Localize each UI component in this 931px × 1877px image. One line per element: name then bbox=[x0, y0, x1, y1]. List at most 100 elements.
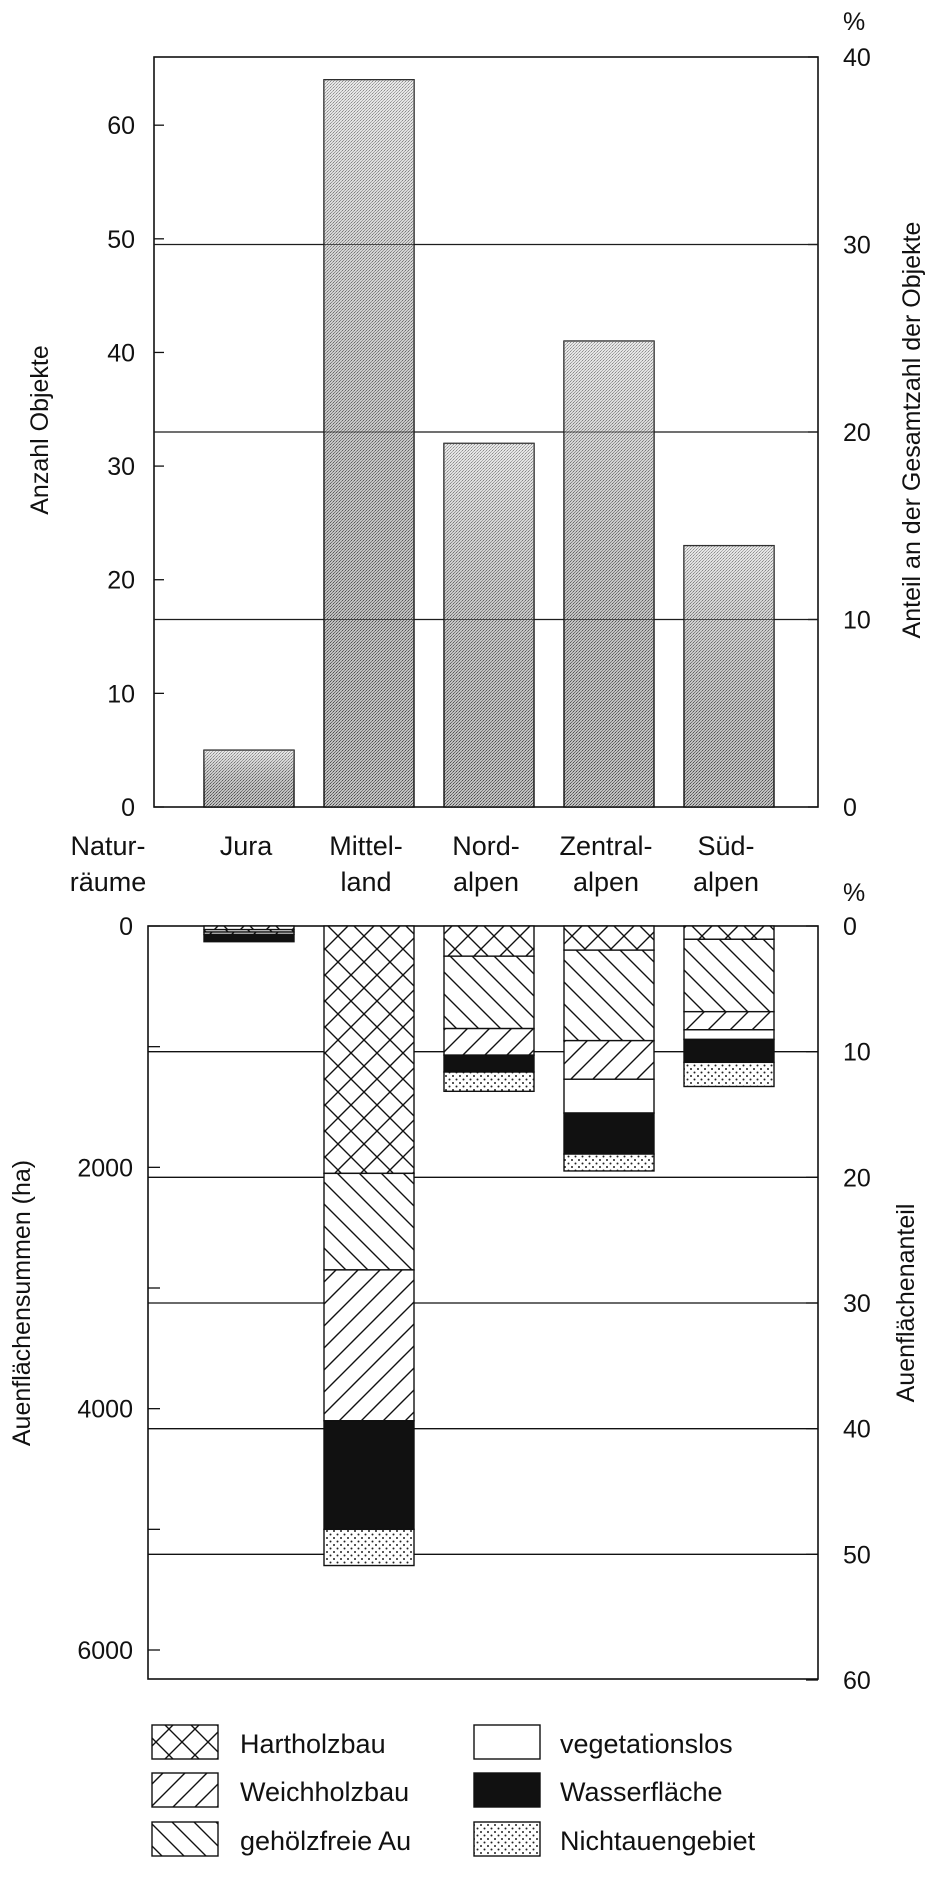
area-segment-black bbox=[323, 1420, 415, 1531]
legend-label: Hartholzbau bbox=[240, 1729, 386, 1759]
area-chart-left-tick-label: 0 bbox=[119, 913, 133, 941]
area-segment-black bbox=[563, 1112, 655, 1155]
legend-swatch-white bbox=[473, 1724, 541, 1760]
legend-label: gehölzfreie Au bbox=[240, 1826, 411, 1856]
area-chart-right-unit: % bbox=[843, 879, 865, 907]
count-chart-left-ticks: 0 10 20 30 40 50 60 bbox=[107, 112, 164, 822]
count-bar-shade bbox=[324, 79, 414, 807]
legend-item: vegetationslos bbox=[473, 1724, 733, 1760]
area-segment-dots bbox=[323, 1528, 415, 1567]
area-segment-slash bbox=[443, 1027, 535, 1056]
count-bar-4 bbox=[683, 544, 775, 808]
legend-swatch-slash bbox=[151, 1772, 219, 1808]
count-bar-0 bbox=[203, 749, 295, 808]
area-stack-4 bbox=[683, 925, 775, 1088]
legend-label: Wasserfläche bbox=[560, 1777, 723, 1807]
area-chart-right-y-label: Auenflächenanteil bbox=[892, 1204, 920, 1403]
count-chart-left-tick-label: 30 bbox=[107, 453, 135, 481]
area-stack-0 bbox=[203, 925, 295, 943]
area-segment-black bbox=[443, 1054, 535, 1073]
legend-item: gehölzfreie Au bbox=[151, 1821, 411, 1857]
area-stack-2 bbox=[443, 925, 535, 1093]
count-chart-right-tick-label: 10 bbox=[843, 607, 871, 635]
count-chart-right-ticks: 0 10 20 30 40 bbox=[808, 44, 871, 822]
area-segment-dots bbox=[443, 1071, 535, 1093]
legend-item: Nichtauengebiet bbox=[473, 1821, 756, 1857]
area-segment-backslash bbox=[443, 955, 535, 1030]
area-chart-right-ticks: 0 10 20 30 40 50 60 bbox=[806, 913, 871, 1695]
area-chart-right-tick-label: 10 bbox=[843, 1039, 871, 1067]
count-chart-right-tick-label: 20 bbox=[843, 419, 871, 447]
area-segment-slash bbox=[563, 1039, 655, 1080]
region-label: Mittel-land bbox=[329, 831, 403, 897]
count-chart-right-tick-label: 40 bbox=[843, 44, 871, 72]
legend-label: Weichholzbau bbox=[240, 1777, 409, 1807]
legend: Hartholzbau Weichholzbau gehölzfreie Au veg… bbox=[151, 1724, 756, 1857]
area-chart-right-tick-label: 40 bbox=[843, 1416, 871, 1444]
legend-item: Hartholzbau bbox=[151, 1724, 386, 1760]
count-bar-1 bbox=[323, 79, 415, 808]
region-label: Süd-alpen bbox=[693, 831, 759, 897]
count-bar-shade bbox=[564, 341, 654, 807]
count-bar-shade bbox=[444, 443, 534, 807]
area-chart-stacks bbox=[203, 925, 775, 1567]
area-segment-backslash bbox=[563, 949, 655, 1042]
count-chart-left-tick-label: 20 bbox=[107, 567, 135, 595]
count-chart-right-tick-label: 0 bbox=[843, 794, 857, 822]
area-segment-black bbox=[683, 1038, 775, 1064]
legend-swatch-dots bbox=[473, 1821, 541, 1857]
area-chart-right-tick-label: 60 bbox=[843, 1667, 871, 1695]
count-bar-shade bbox=[684, 545, 774, 807]
area-chart-gridlines bbox=[148, 1051, 818, 1555]
legend-label: vegetationslos bbox=[560, 1729, 733, 1759]
area-segment-dots bbox=[563, 1153, 655, 1172]
count-chart-y-label: Anzahl Objekte bbox=[26, 345, 54, 515]
area-segment-slash bbox=[683, 1010, 775, 1031]
area-segment-backslash bbox=[323, 1172, 415, 1271]
region-label: Zentral-alpen bbox=[559, 831, 652, 897]
area-chart-left-ticks: 0 2000 4000 6000 bbox=[77, 913, 160, 1665]
legend-swatch-crosshatch bbox=[151, 1724, 219, 1760]
legend-item: Weichholzbau bbox=[151, 1772, 409, 1808]
count-bar-3 bbox=[563, 340, 655, 808]
legend-swatch-black bbox=[473, 1772, 541, 1808]
area-chart-right-tick-label: 30 bbox=[843, 1290, 871, 1318]
region-label: Jura bbox=[220, 831, 274, 861]
region-label: Nord-alpen bbox=[452, 831, 520, 897]
count-chart-right-y-label: Anteil an der Gesamtzahl der Objekte bbox=[898, 222, 926, 639]
area-segment-crosshatch bbox=[683, 925, 775, 940]
count-bar-shade bbox=[204, 750, 294, 807]
region-labels: Natur-räume Jura Mittel-land Nord-alpen Zent… bbox=[70, 831, 759, 897]
area-chart-right-tick-label: 20 bbox=[843, 1164, 871, 1192]
count-chart-right-unit: % bbox=[843, 8, 865, 36]
area-chart-left-tick-label: 4000 bbox=[77, 1396, 133, 1424]
count-chart: 0 10 20 30 40 50 60 0 10 20 30 40 % Anzahl Objekte… bbox=[26, 8, 926, 822]
area-segment-dots bbox=[683, 1061, 775, 1088]
area-segment-crosshatch bbox=[323, 925, 415, 1175]
area-chart-right-tick-label: 0 bbox=[843, 913, 857, 941]
area-chart-left-tick-label: 2000 bbox=[77, 1154, 133, 1182]
count-chart-bars bbox=[203, 79, 775, 808]
area-stack-1 bbox=[323, 925, 415, 1567]
count-chart-right-tick-label: 30 bbox=[843, 232, 871, 260]
legend-item: Wasserfläche bbox=[473, 1772, 723, 1808]
area-segment-backslash bbox=[683, 938, 775, 1013]
count-chart-left-tick-label: 0 bbox=[121, 794, 135, 822]
area-segment-black bbox=[203, 933, 295, 943]
area-chart: 0 2000 4000 6000 0 10 20 30 40 50 60 % Auenfläche… bbox=[8, 879, 920, 1695]
region-row-label: Natur-räume bbox=[70, 831, 147, 897]
area-segment-slash bbox=[323, 1269, 415, 1422]
count-chart-left-tick-label: 50 bbox=[107, 226, 135, 254]
area-chart-y-label: Auenflächensummen (ha) bbox=[8, 1160, 36, 1446]
area-segment-white bbox=[683, 1029, 775, 1041]
area-segment-crosshatch bbox=[563, 925, 655, 951]
legend-swatch-backslash bbox=[151, 1821, 219, 1857]
area-segment-white bbox=[563, 1078, 655, 1114]
count-chart-left-tick-label: 10 bbox=[107, 680, 135, 708]
legend-label: Nichtauengebiet bbox=[560, 1826, 756, 1856]
count-chart-left-tick-label: 40 bbox=[107, 339, 135, 367]
area-segment-crosshatch bbox=[443, 925, 535, 957]
area-chart-left-tick-label: 6000 bbox=[77, 1637, 133, 1665]
